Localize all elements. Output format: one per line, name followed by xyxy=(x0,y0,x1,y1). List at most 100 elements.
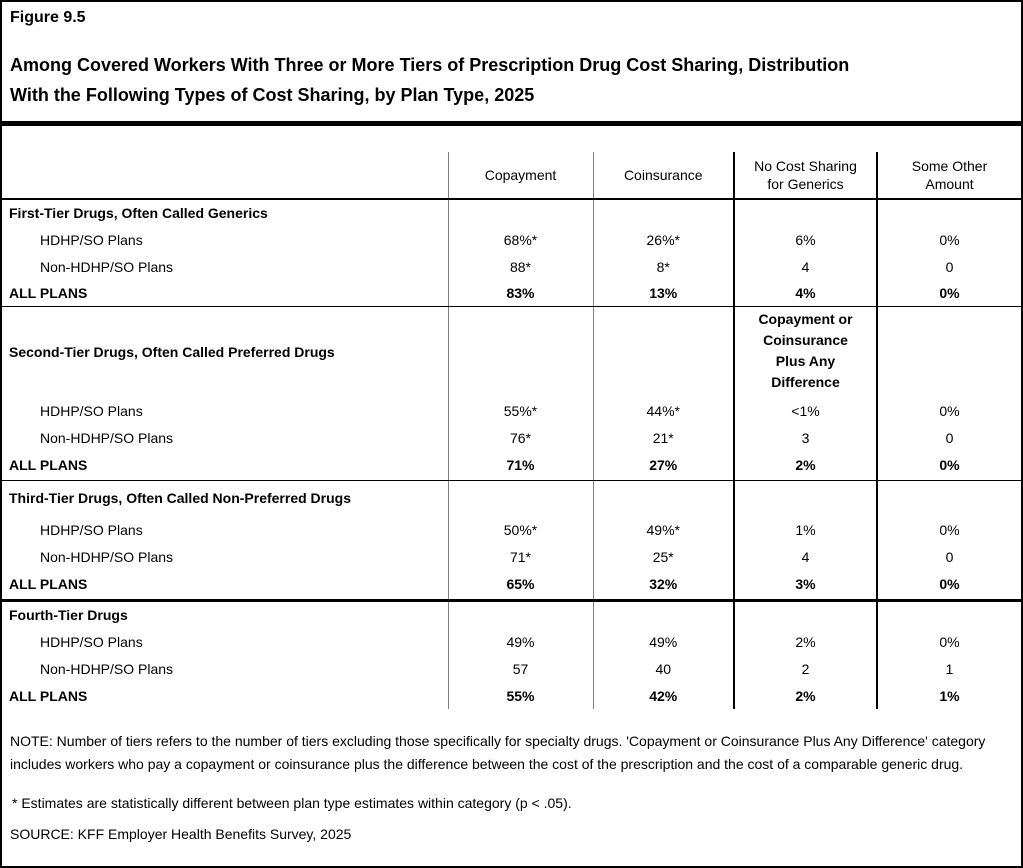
value-cell: 55%* xyxy=(447,397,593,424)
value-cell: 26%* xyxy=(592,226,734,253)
value-cell: 1% xyxy=(733,516,877,543)
value-cell: 0% xyxy=(876,451,1021,481)
value-cell: 1 xyxy=(876,655,1021,682)
empty-cell xyxy=(447,199,593,226)
value-cell: 76* xyxy=(447,424,593,451)
value-cell: 4 xyxy=(733,253,877,280)
value-cell: 55% xyxy=(447,682,593,709)
section-title-row-second-tier: Second-Tier Drugs, Often Called Preferre… xyxy=(2,306,1021,397)
value-cell: 2% xyxy=(733,628,877,655)
empty-cell xyxy=(592,480,734,516)
figure-title-line-1: Among Covered Workers With Three or More… xyxy=(10,55,850,75)
table-row: HDHP/SO Plans 49% 49% 2% 0% xyxy=(2,628,1021,655)
sub-header-line: Plus Any xyxy=(775,352,836,369)
significance-footnote: * Estimates are statistically different … xyxy=(12,795,572,811)
value-cell: 65% xyxy=(447,570,593,602)
section-title-row-fourth-tier: Fourth-Tier Drugs xyxy=(2,600,1021,628)
row-label: ALL PLANS xyxy=(2,280,448,307)
value-cell: 42% xyxy=(592,682,734,709)
table-row-all-plans: ALL PLANS 65% 32% 3% 0% xyxy=(2,570,1021,602)
header-line: for Generics xyxy=(767,176,844,192)
section-title: Third-Tier Drugs, Often Called Non-Prefe… xyxy=(9,490,352,507)
value-cell: 0% xyxy=(876,570,1021,602)
row-label: ALL PLANS xyxy=(2,451,448,481)
section-title: Fourth-Tier Drugs xyxy=(9,606,128,623)
empty-cell xyxy=(592,600,734,628)
footnotes-area: NOTE: Number of tiers refers to the numb… xyxy=(10,730,1011,846)
value-cell: 44%* xyxy=(592,397,734,424)
value-cell: 27% xyxy=(592,451,734,481)
figure-title: Among Covered Workers With Three or More… xyxy=(10,50,1013,110)
value-cell: 0 xyxy=(876,543,1021,570)
col-header-coinsurance: Coinsurance xyxy=(592,152,734,200)
empty-cell xyxy=(733,480,877,516)
value-cell: 0 xyxy=(876,253,1021,280)
table-row: HDHP/SO Plans 55%* 44%* <1% 0% xyxy=(2,397,1021,424)
value-cell: 49%* xyxy=(592,516,734,543)
value-cell: 0 xyxy=(876,424,1021,451)
value-cell: 4% xyxy=(733,280,877,307)
value-cell: 0% xyxy=(876,226,1021,253)
figure-title-line-2: With the Following Types of Cost Sharing… xyxy=(10,85,535,105)
value-cell: 49% xyxy=(592,628,734,655)
value-cell: 49% xyxy=(447,628,593,655)
header-line: Some Other xyxy=(911,158,988,174)
value-cell: 0% xyxy=(876,516,1021,543)
value-cell: 4 xyxy=(733,543,877,570)
value-cell: 1% xyxy=(876,682,1021,709)
value-cell: 6% xyxy=(733,226,877,253)
row-label: Non-HDHP/SO Plans xyxy=(40,548,174,565)
empty-cell xyxy=(447,306,593,397)
row-label: HDHP/SO Plans xyxy=(40,633,143,650)
value-cell: 13% xyxy=(592,280,734,307)
source-text: SOURCE: KFF Employer Health Benefits Sur… xyxy=(10,826,352,842)
section-title: Second-Tier Drugs, Often Called Preferre… xyxy=(9,343,335,360)
value-cell: 2% xyxy=(733,451,877,481)
empty-cell xyxy=(447,480,593,516)
value-cell: <1% xyxy=(733,397,877,424)
col-header-some-other-amount: Some Other Amount xyxy=(876,152,1021,200)
empty-cell xyxy=(876,480,1021,516)
header-line: No Cost Sharing xyxy=(754,158,857,174)
row-label: Non-HDHP/SO Plans xyxy=(40,429,174,446)
table-row: HDHP/SO Plans 50%* 49%* 1% 0% xyxy=(2,516,1021,543)
value-cell: 71* xyxy=(447,543,593,570)
row-label: HDHP/SO Plans xyxy=(40,231,143,248)
table-row-all-plans: ALL PLANS 83% 13% 4% 0% xyxy=(2,280,1021,307)
cost-sharing-table: Copayment Coinsurance No Cost Sharing for… xyxy=(2,152,1021,709)
row-label: HDHP/SO Plans xyxy=(40,521,143,538)
title-divider xyxy=(2,121,1021,126)
row-label: Non-HDHP/SO Plans xyxy=(40,258,174,275)
value-cell: 88* xyxy=(447,253,593,280)
col-header-no-cost-sharing: No Cost Sharing for Generics xyxy=(733,152,877,200)
empty-cell xyxy=(876,600,1021,628)
table-row: Non-HDHP/SO Plans 57 40 2 1 xyxy=(2,655,1021,682)
value-cell: 8* xyxy=(592,253,734,280)
row-label: Non-HDHP/SO Plans xyxy=(40,660,174,677)
value-cell: 57 xyxy=(447,655,593,682)
sub-header-line: Coinsurance xyxy=(763,331,848,348)
col-header-copayment: Copayment xyxy=(447,152,593,200)
value-cell: 83% xyxy=(447,280,593,307)
empty-cell xyxy=(876,306,1021,397)
sub-header-line: Copayment or xyxy=(758,310,853,327)
value-cell: 40 xyxy=(592,655,734,682)
sub-header-copayment-or-coinsurance: Copayment or Coinsurance Plus Any Differenc… xyxy=(733,306,877,397)
value-cell: 0% xyxy=(876,280,1021,307)
column-header-row: Copayment Coinsurance No Cost Sharing for… xyxy=(2,152,1021,200)
value-cell: 21* xyxy=(592,424,734,451)
value-cell: 3% xyxy=(733,570,877,602)
empty-cell xyxy=(592,306,734,397)
empty-cell xyxy=(876,199,1021,226)
table-row: HDHP/SO Plans 68%* 26%* 6% 0% xyxy=(2,226,1021,253)
value-cell: 2% xyxy=(733,682,877,709)
table-row-all-plans: ALL PLANS 55% 42% 2% 1% xyxy=(2,682,1021,709)
value-cell: 0% xyxy=(876,628,1021,655)
value-cell: 2 xyxy=(733,655,877,682)
section-title-row-third-tier: Third-Tier Drugs, Often Called Non-Prefe… xyxy=(2,480,1021,516)
value-cell: 25* xyxy=(592,543,734,570)
table-row: Non-HDHP/SO Plans 71* 25* 4 0 xyxy=(2,543,1021,570)
value-cell: 32% xyxy=(592,570,734,602)
row-label: ALL PLANS xyxy=(2,570,448,602)
